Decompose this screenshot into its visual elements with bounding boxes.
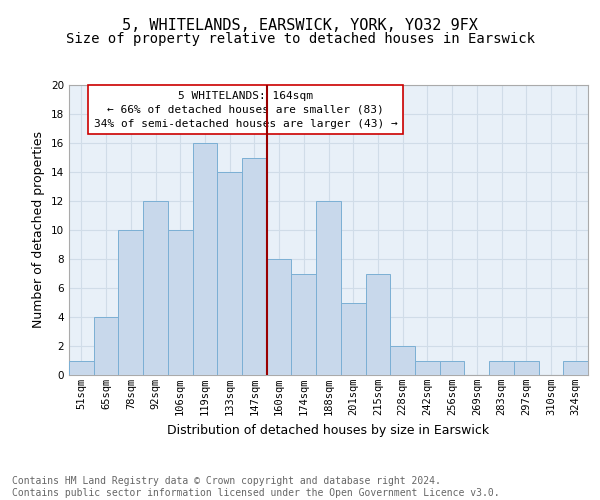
Bar xyxy=(514,360,539,375)
Bar xyxy=(118,230,143,375)
Bar xyxy=(242,158,267,375)
Text: Contains HM Land Registry data © Crown copyright and database right 2024.
Contai: Contains HM Land Registry data © Crown c… xyxy=(12,476,500,498)
Bar xyxy=(365,274,390,375)
Bar xyxy=(143,201,168,375)
Bar xyxy=(292,274,316,375)
Bar xyxy=(415,360,440,375)
Bar xyxy=(94,317,118,375)
Bar xyxy=(69,360,94,375)
Bar xyxy=(440,360,464,375)
Bar xyxy=(217,172,242,375)
Bar xyxy=(316,201,341,375)
X-axis label: Distribution of detached houses by size in Earswick: Distribution of detached houses by size … xyxy=(167,424,490,436)
Bar xyxy=(193,143,217,375)
Bar xyxy=(390,346,415,375)
Bar xyxy=(267,259,292,375)
Bar xyxy=(341,302,365,375)
Bar xyxy=(563,360,588,375)
Y-axis label: Number of detached properties: Number of detached properties xyxy=(32,132,46,328)
Text: 5, WHITELANDS, EARSWICK, YORK, YO32 9FX: 5, WHITELANDS, EARSWICK, YORK, YO32 9FX xyxy=(122,18,478,32)
Text: 5 WHITELANDS: 164sqm
← 66% of detached houses are smaller (83)
34% of semi-detac: 5 WHITELANDS: 164sqm ← 66% of detached h… xyxy=(94,91,397,129)
Bar xyxy=(489,360,514,375)
Text: Size of property relative to detached houses in Earswick: Size of property relative to detached ho… xyxy=(65,32,535,46)
Bar xyxy=(168,230,193,375)
